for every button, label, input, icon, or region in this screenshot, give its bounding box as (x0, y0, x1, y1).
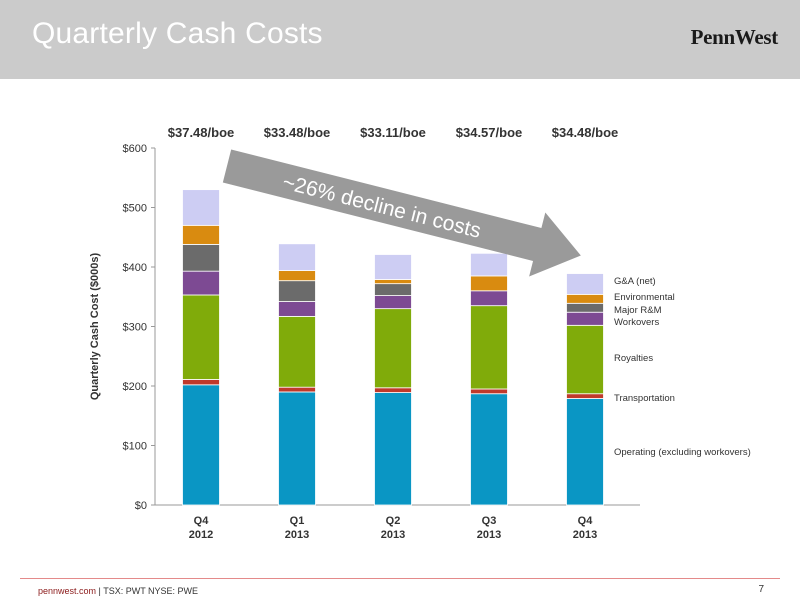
footer-site: pennwest.com (38, 586, 97, 596)
y-tick-label: $600 (123, 143, 147, 155)
bar-segment (374, 283, 412, 296)
bar-segment (470, 290, 508, 307)
per-boe-label: $33.48/boe (264, 125, 331, 140)
bar-segment (278, 386, 316, 393)
bar-segment (374, 295, 412, 310)
bar-segment (566, 302, 604, 313)
y-tick-label: $200 (123, 381, 147, 393)
x-tick-label-quarter: Q4 (194, 515, 210, 527)
bar-segment (566, 293, 604, 304)
x-tick-label-quarter: Q3 (482, 515, 497, 527)
legend-label: Environmental (614, 292, 675, 303)
y-tick-label: $500 (123, 203, 147, 215)
x-tick-label-year: 2013 (573, 529, 597, 541)
bar-segment (374, 392, 412, 506)
footer-divider (20, 578, 780, 579)
x-tick-label-year: 2013 (477, 529, 501, 541)
y-axis-title: Quarterly Cash Cost ($000s) (89, 253, 101, 401)
x-tick-label-quarter: Q1 (290, 515, 305, 527)
bar-segment (278, 315, 316, 388)
page-number: 7 (758, 584, 764, 595)
y-tick-label: $400 (123, 262, 147, 274)
header-bar (0, 0, 800, 79)
bar-segment (374, 308, 412, 389)
bar-segment (182, 379, 220, 386)
bar-segment (566, 311, 604, 326)
legend-label: Workovers (614, 317, 659, 328)
legend-label: Operating (excluding workovers) (614, 447, 751, 458)
bar-segment (182, 294, 220, 380)
bar-segment (278, 243, 316, 271)
y-tick-label: $0 (135, 500, 147, 512)
bar-segment (566, 273, 604, 295)
per-boe-label: $33.11/boe (360, 125, 426, 140)
bar-segment (278, 301, 316, 317)
legend-label: Transportation (614, 393, 675, 404)
bar-segment (278, 270, 316, 282)
bar-segment (374, 279, 412, 285)
per-boe-label: $37.48/boe (168, 125, 235, 140)
y-tick-label: $300 (123, 322, 147, 334)
bar-segment (182, 189, 220, 226)
y-tick-label: $100 (123, 441, 147, 453)
bar-segment (278, 280, 316, 302)
bar-segment (566, 398, 604, 506)
footer-tickers: | TSX: PWT NYSE: PWE (96, 586, 199, 596)
slide-title: Quarterly Cash Costs (32, 17, 323, 50)
legend-label: Royalties (614, 353, 653, 364)
bar-segment (470, 388, 508, 395)
bar-segment (566, 393, 604, 399)
bar-segment (470, 393, 508, 506)
bar-segment (374, 387, 412, 393)
bar-segment (470, 305, 508, 390)
bar-segment (182, 270, 220, 296)
bar-segment (470, 275, 508, 292)
bar-segment (374, 254, 412, 280)
bar-segment (470, 252, 508, 277)
per-boe-label: $34.48/boe (552, 125, 619, 140)
x-tick-label-year: 2012 (189, 529, 213, 541)
bar-segment (182, 384, 220, 506)
per-boe-label: $34.57/boe (456, 125, 523, 140)
bar-segment (182, 243, 220, 272)
x-tick-label-year: 2013 (381, 529, 405, 541)
arrow-shape (222, 149, 581, 277)
legend-label: Major R&M (614, 305, 662, 316)
bar-segment (566, 324, 604, 395)
company-logo: PennWest (690, 25, 779, 49)
x-tick-label-quarter: Q4 (578, 515, 594, 527)
bar-segment (278, 391, 316, 506)
x-tick-label-year: 2013 (285, 529, 309, 541)
legend-label: G&A (net) (614, 276, 656, 287)
bar-segment (182, 224, 220, 245)
footer-text: pennwest.com | TSX: PWT NYSE: PWE (38, 586, 198, 596)
x-tick-label-quarter: Q2 (386, 515, 401, 527)
